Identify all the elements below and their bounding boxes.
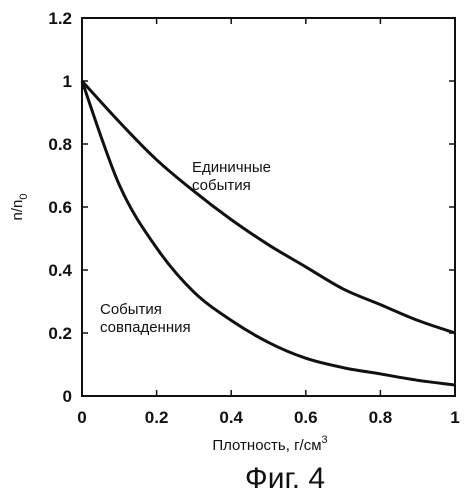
y-tick-label: 1 [63, 72, 72, 91]
plot-frame [82, 18, 455, 396]
series-label-1: события [192, 177, 251, 194]
y-axis-label: n/n0 [9, 194, 30, 221]
series-line-1 [82, 81, 455, 333]
y-tick-label: 0.8 [48, 135, 72, 154]
x-tick-label: 0.2 [145, 408, 169, 427]
x-tick-label: 0.4 [219, 408, 243, 427]
series-line-2 [82, 81, 455, 385]
series-label-2: События [100, 301, 162, 318]
x-tick-label: 0.8 [369, 408, 393, 427]
x-tick-label: 1 [450, 408, 459, 427]
x-axis-ticks: 0 0.2 0.4 0.6 0.8 1 [77, 18, 459, 427]
y-tick-label: 0.2 [48, 324, 72, 343]
x-tick-label: 0 [77, 408, 86, 427]
series-lines [82, 81, 455, 385]
series-label-1: Единичные [192, 159, 271, 176]
y-axis-ticks: 0 0.2 0.4 0.6 0.8 1 1.2 [48, 9, 455, 406]
series-label-2: совпаденния [100, 319, 191, 336]
y-tick-label: 0.6 [48, 198, 72, 217]
y-tick-label: 0 [63, 387, 72, 406]
x-axis-label: Плотность, г/см3 [212, 434, 327, 454]
x-tick-label: 0.6 [294, 408, 318, 427]
y-tick-label: 0.4 [48, 261, 72, 280]
y-tick-label: 1.2 [48, 9, 72, 28]
figure-caption: Фиг. 4 [245, 462, 325, 495]
